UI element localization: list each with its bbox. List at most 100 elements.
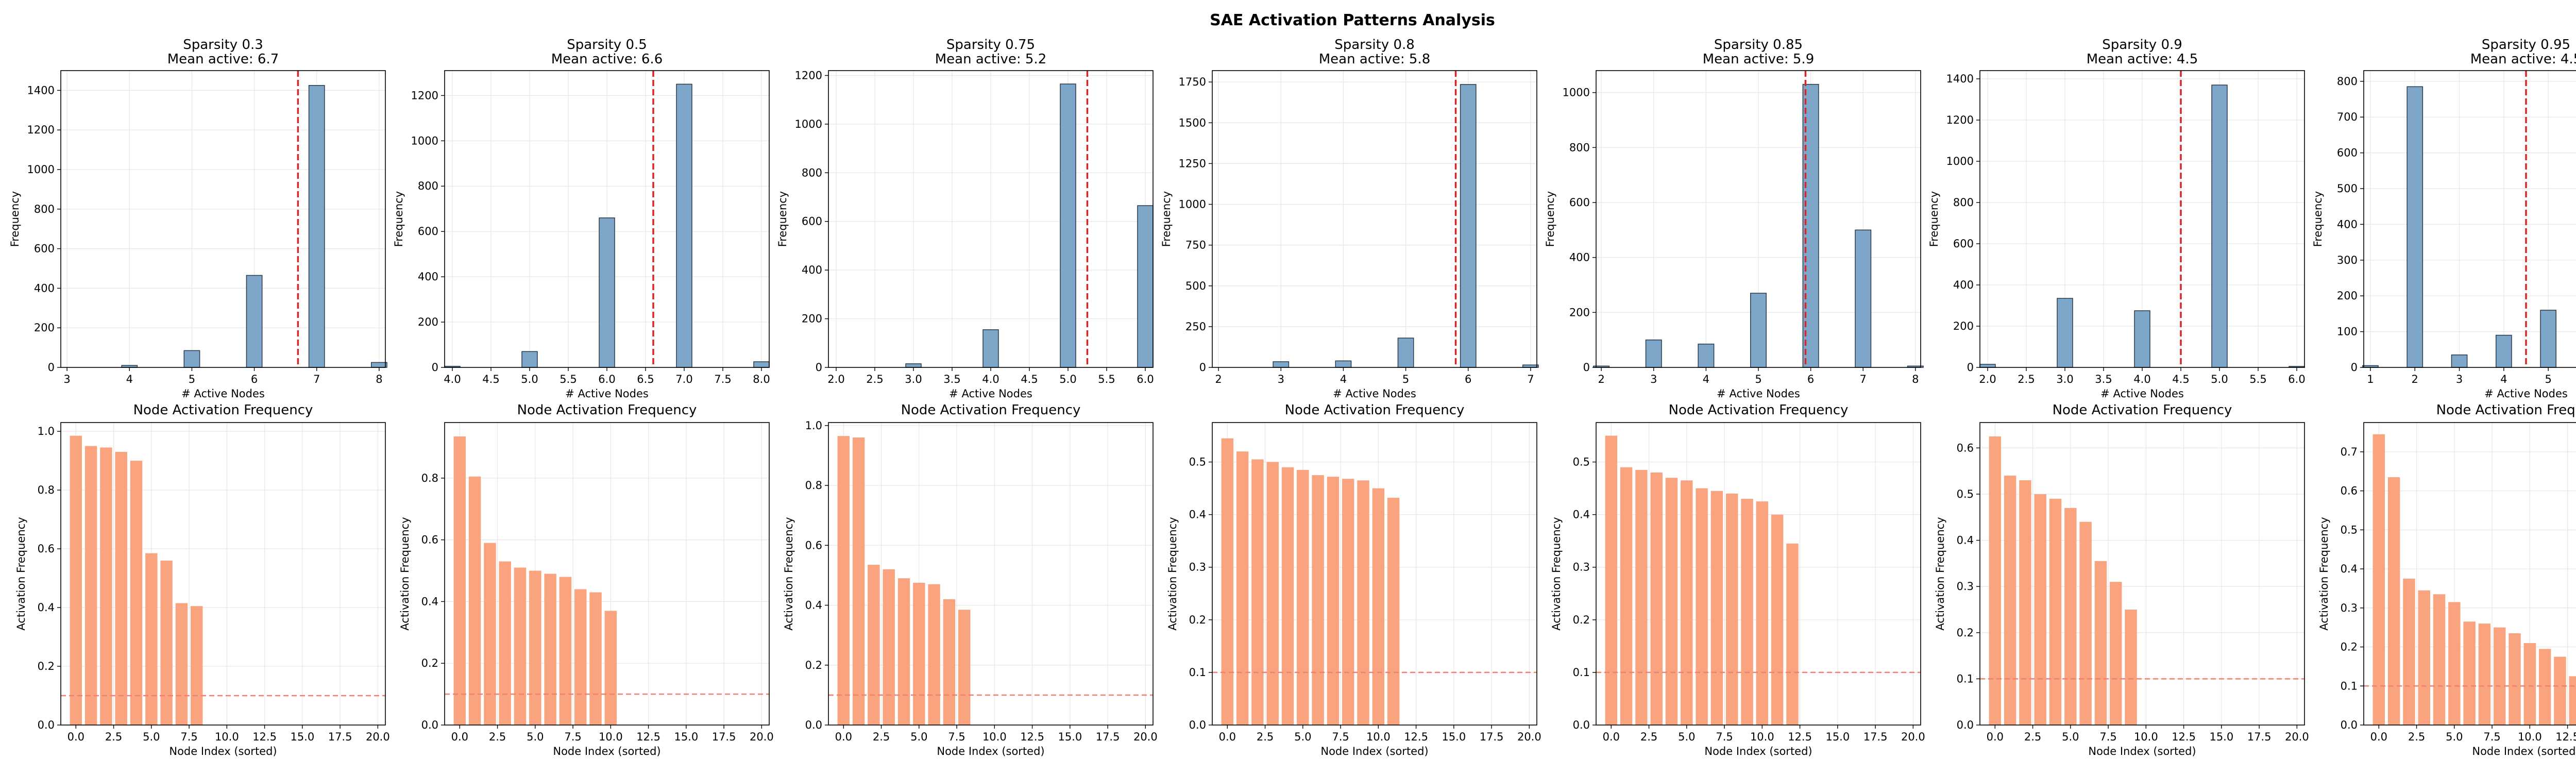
y-axis-label: Activation Frequency <box>1550 517 1563 630</box>
x-tick-label: 7 <box>1860 373 1867 385</box>
histogram-bar <box>982 329 999 368</box>
y-tick-label: 0.4 <box>421 595 438 608</box>
x-axis-label: # Active Nodes <box>1717 388 1800 400</box>
x-tick-label: 7.5 <box>2483 731 2500 743</box>
x-tick-label: 4 <box>126 373 133 385</box>
axes-frame <box>1212 70 1537 368</box>
x-tick-label: 8 <box>376 373 382 385</box>
y-tick-label: 600 <box>802 215 822 228</box>
x-tick-label: 3 <box>1278 373 1284 385</box>
x-tick-label: 7.5 <box>1332 731 1349 743</box>
x-tick-label: 3 <box>2456 373 2463 385</box>
activation-bar <box>529 570 541 725</box>
x-tick-label: 3.0 <box>905 373 922 385</box>
activation-bar <box>928 584 940 725</box>
y-tick-label: 1000 <box>795 118 822 130</box>
histogram-bar <box>1060 83 1076 368</box>
activation-bar <box>130 461 143 725</box>
activation-bar <box>1756 501 1769 725</box>
x-tick-label: 15.0 <box>1825 731 1850 743</box>
axes-frame <box>444 422 770 726</box>
activation-bar <box>2387 477 2400 725</box>
activation-bar <box>2403 578 2415 725</box>
y-tick-label: 200 <box>1953 320 1974 332</box>
y-tick-label: 0.5 <box>1573 456 1590 468</box>
activation-bar <box>1741 499 1753 725</box>
activation-bar <box>574 589 587 725</box>
x-tick-label: 4.0 <box>982 373 999 385</box>
activation-bar <box>100 447 112 725</box>
y-tick-label: 0.3 <box>1189 561 1206 574</box>
x-tick-label: 5 <box>189 373 195 385</box>
activation-bar <box>160 560 173 725</box>
axes-frame <box>1596 422 1921 726</box>
x-tick-label: 0.0 <box>835 731 852 743</box>
x-axis-label: Node Index (sorted) <box>553 745 660 757</box>
y-axis-label: Frequency <box>776 191 789 247</box>
y-tick-label: 600 <box>1953 238 1974 250</box>
activation-bar <box>2049 498 2062 725</box>
axes-frame <box>60 422 386 726</box>
axes-frame <box>60 70 386 368</box>
y-tick-label: 0.2 <box>2341 641 2358 653</box>
activation-bar <box>175 603 188 725</box>
x-tick-label: 2.5 <box>1640 731 1657 743</box>
x-tick-label: 5.0 <box>1059 373 1076 385</box>
y-tick-label: 1200 <box>1946 114 1974 126</box>
x-tick-label: 7 <box>313 373 320 385</box>
activation-bar <box>1665 478 1678 725</box>
y-tick-label: 0.1 <box>2341 680 2358 692</box>
subplot-10: 0.0 2.5 5.0 7.5 10.0 12.5 15.0 17.5 20.0 0.0 0.2 0.… <box>783 402 1158 757</box>
histogram-bar <box>246 275 263 368</box>
histogram-bar <box>1855 229 1872 368</box>
activation-bar <box>589 592 602 725</box>
y-tick-label: 400 <box>1953 279 1974 291</box>
x-tick-label: 2.0 <box>1979 373 1996 385</box>
subplot-7: 123456780100200300400500600700800# Activ… <box>2312 37 2576 400</box>
activation-bar <box>2094 561 2107 725</box>
x-tick-label: 12.5 <box>1020 731 1044 743</box>
y-tick-label: 0.4 <box>1573 509 1590 521</box>
y-axis-label: Activation Frequency <box>399 517 411 630</box>
x-tick-label: 4.5 <box>2172 373 2189 385</box>
x-tick-label: 8 <box>1912 373 1919 385</box>
activation-bar <box>499 561 511 725</box>
y-tick-label: 0.3 <box>2341 602 2358 614</box>
x-tick-label: 2.0 <box>827 373 844 385</box>
histogram-bar <box>1698 343 1715 368</box>
y-tick-label: 0.6 <box>1957 442 1974 454</box>
histogram-bar <box>1460 84 1477 368</box>
x-tick-label: 12.5 <box>2555 731 2576 743</box>
figure-title: SAE Activation Patterns Analysis <box>1210 11 1495 29</box>
histogram-bar <box>1335 360 1352 368</box>
activation-bar <box>1281 467 1294 725</box>
y-tick-label: 600 <box>34 243 55 255</box>
activation-bar <box>2004 476 2016 725</box>
activation-bar <box>2079 521 2092 725</box>
activation-bar <box>484 543 496 725</box>
activation-bar <box>943 599 956 725</box>
y-tick-label: 200 <box>418 316 438 328</box>
y-tick-label: 600 <box>418 225 438 238</box>
y-tick-label: 100 <box>2337 326 2358 338</box>
activation-bar <box>2372 434 2385 725</box>
subplot-1: 3 4 5 6 7 8 0 200 400 600 800 1000 1200 1400 # Active … <box>9 37 387 400</box>
x-tick-label: 6 <box>251 373 258 385</box>
x-tick-label: 6 <box>1807 373 1814 385</box>
y-tick-label: 0.5 <box>1957 488 1974 500</box>
axes-frame <box>2363 70 2576 368</box>
x-tick-label: 17.5 <box>1096 731 1120 743</box>
x-tick-label: 0.0 <box>1219 731 1236 743</box>
x-tick-label: 17.5 <box>1863 731 1888 743</box>
y-tick-label: 0.4 <box>38 601 55 614</box>
x-tick-label: 2.5 <box>866 373 883 385</box>
y-tick-label: 0 <box>816 361 822 374</box>
y-tick-label: 400 <box>418 271 438 283</box>
x-tick-label: 12.5 <box>2172 731 2196 743</box>
x-tick-label: 20.0 <box>1133 731 1158 743</box>
activation-bar <box>837 436 850 725</box>
x-tick-label: 4.5 <box>1021 373 1038 385</box>
x-tick-label: 5.0 <box>2062 731 2079 743</box>
x-tick-label: 10.0 <box>1750 731 1774 743</box>
activation-bar <box>2418 590 2430 725</box>
